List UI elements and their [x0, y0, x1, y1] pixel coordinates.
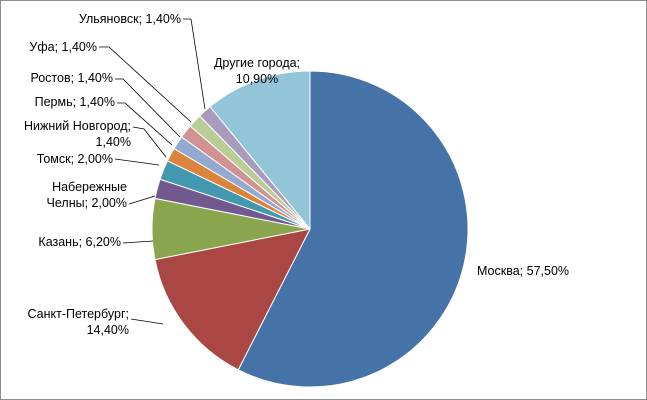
- leader-line-6: [132, 126, 167, 158]
- data-label-11: Другие города; 10,90%: [214, 56, 300, 86]
- leader-line-9: [99, 46, 192, 123]
- data-label-2: Санкт-Петербург; 14,40%: [27, 307, 129, 337]
- pie-slice-2: [154, 228, 311, 371]
- leader-line-8: [115, 78, 181, 138]
- leader-line-3: [122, 240, 154, 244]
- data-label-9: Уфа; 1,40%: [29, 40, 97, 54]
- data-label-8: Ростов; 1,40%: [30, 71, 113, 85]
- pie-slices: [151, 70, 469, 388]
- data-labels: Москва; 57,50% Санкт-Петербург; 14,40% Каза…: [24, 12, 569, 337]
- data-label-10: Ульяновск; 1,40%: [79, 12, 181, 26]
- leader-line-4: [128, 195, 156, 205]
- leader-line-10: [183, 18, 206, 110]
- leader-line-2: [130, 318, 164, 325]
- leader-lines: [99, 18, 206, 325]
- pie-slice-1: [237, 70, 469, 388]
- data-label-3: Казань; 6,20%: [38, 235, 121, 249]
- pie-slice-11: [209, 70, 311, 231]
- data-label-5: Томск; 2,00%: [37, 152, 113, 166]
- data-label-6: Нижний Новгород; 1,40%: [24, 119, 131, 149]
- leader-line-5: [114, 158, 160, 166]
- data-label-1: Москва; 57,50%: [477, 264, 569, 278]
- leader-line-7: [117, 102, 173, 146]
- data-label-7: Пермь; 1,40%: [35, 95, 115, 109]
- data-label-4: Набережные Челны; 2,00%: [47, 180, 127, 210]
